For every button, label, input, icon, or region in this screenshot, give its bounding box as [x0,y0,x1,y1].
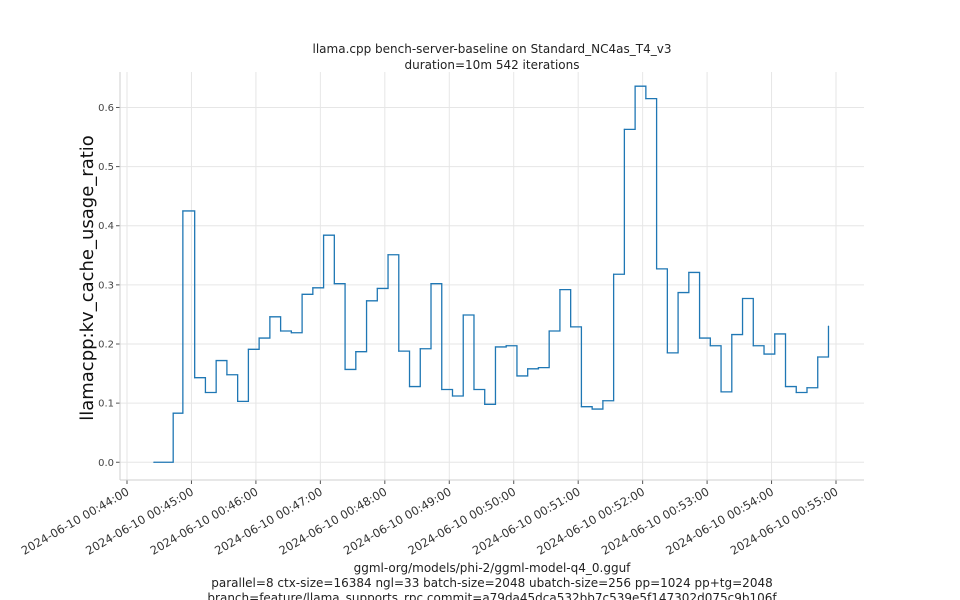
data-point [720,391,722,393]
data-point [623,128,625,130]
data-point [344,368,346,371]
footer-branch: branch=feature/llama_supports_rpc commit… [207,591,777,600]
data-point [430,283,432,285]
data-point [398,350,400,352]
data-point [763,353,765,355]
data-point [365,300,368,302]
data-point [312,287,314,289]
chart-subtitle: duration=10m 542 iterations [405,58,580,72]
data-point [237,400,239,402]
x-tick-label: 2024-06-10 00:55:00 [728,484,841,557]
data-point [182,210,184,212]
data-point [258,337,260,339]
data-point [698,337,701,339]
data-point [505,345,507,347]
x-tick-label: 2024-06-10 00:49:00 [341,484,454,557]
data-point [484,403,486,405]
data-point [602,400,604,402]
data-point [441,388,443,391]
data-point [451,395,454,397]
y-tick-label: 0.0 [98,458,114,469]
data-point [817,356,819,358]
data-point [215,359,217,362]
data-point [280,330,282,332]
y-tick-label: 0.1 [98,399,114,410]
data-point [387,254,389,256]
data-point [752,345,754,347]
series-line [153,85,830,463]
data-point [322,234,325,236]
data-point [355,351,357,353]
y-tick-label: 0.3 [98,280,114,291]
data-point [548,330,550,332]
data-point [419,348,421,350]
data-point [247,348,249,350]
y-tick-label: 0.6 [98,103,114,114]
data-point [473,388,475,391]
data-point [666,352,668,354]
x-tick-label: 2024-06-10 00:47:00 [212,484,325,557]
data-point [731,333,733,336]
data-point [645,98,647,100]
data-point [537,367,540,369]
data-point [806,387,808,389]
data-point [795,391,797,394]
data-point [709,345,711,347]
chart-title: llama.cpp bench-server-baseline on Stand… [313,42,672,56]
data-point [269,316,271,318]
data-point [784,385,787,388]
x-tick-label: 2024-06-10 00:46:00 [148,484,261,557]
x-tick-label: 2024-06-10 00:50:00 [405,484,518,557]
footer-params: parallel=8 ctx-size=16384 ngl=33 batch-s… [211,576,772,590]
data-point [570,326,572,328]
data-point [827,325,830,327]
x-tick-label: 2024-06-10 00:51:00 [470,484,583,557]
x-tick-label: 2024-06-10 00:45:00 [83,484,196,557]
data-point [580,406,583,408]
data-point [527,368,529,370]
data-point [290,332,292,334]
data-point [301,293,303,295]
x-tick-label: 2024-06-10 00:44:00 [19,484,132,557]
data-point [194,377,196,379]
x-tick-label: 2024-06-10 00:54:00 [663,484,776,557]
data-point [153,461,155,463]
data-point [204,391,207,394]
x-tick-label: 2024-06-10 00:52:00 [534,484,647,557]
footer-model: ggml-org/models/phi-2/ggml-model-q4_0.gg… [354,561,632,575]
data-point [559,289,561,291]
data-point [688,271,690,274]
data-point [408,385,411,388]
data-point [634,85,636,87]
data-point [226,374,228,376]
x-tick-label: 2024-06-10 00:48:00 [277,484,390,557]
y-tick-label: 0.5 [98,162,114,173]
data-point [494,346,497,348]
y-tick-label: 0.4 [98,221,114,232]
data-point [741,297,744,300]
data-point [516,375,518,377]
data-point [376,287,378,290]
data-point [462,314,464,316]
plot-area: 0.0 0.1 0.2 0.3 0.4 0.5 0.6 2024-06-10 00:44:00… [19,72,864,558]
x-tick-label: 2024-06-10 00:53:00 [599,484,712,557]
data-point [774,333,776,335]
y-axis-label: llamacpp:kv_cache_usage_ratio [77,135,98,421]
data-point [172,412,174,414]
y-tick-label: 0.2 [98,340,114,351]
data-point [591,408,593,410]
data-point [677,291,679,294]
data-point [333,283,335,285]
data-point [656,268,658,270]
data-point [613,273,615,275]
